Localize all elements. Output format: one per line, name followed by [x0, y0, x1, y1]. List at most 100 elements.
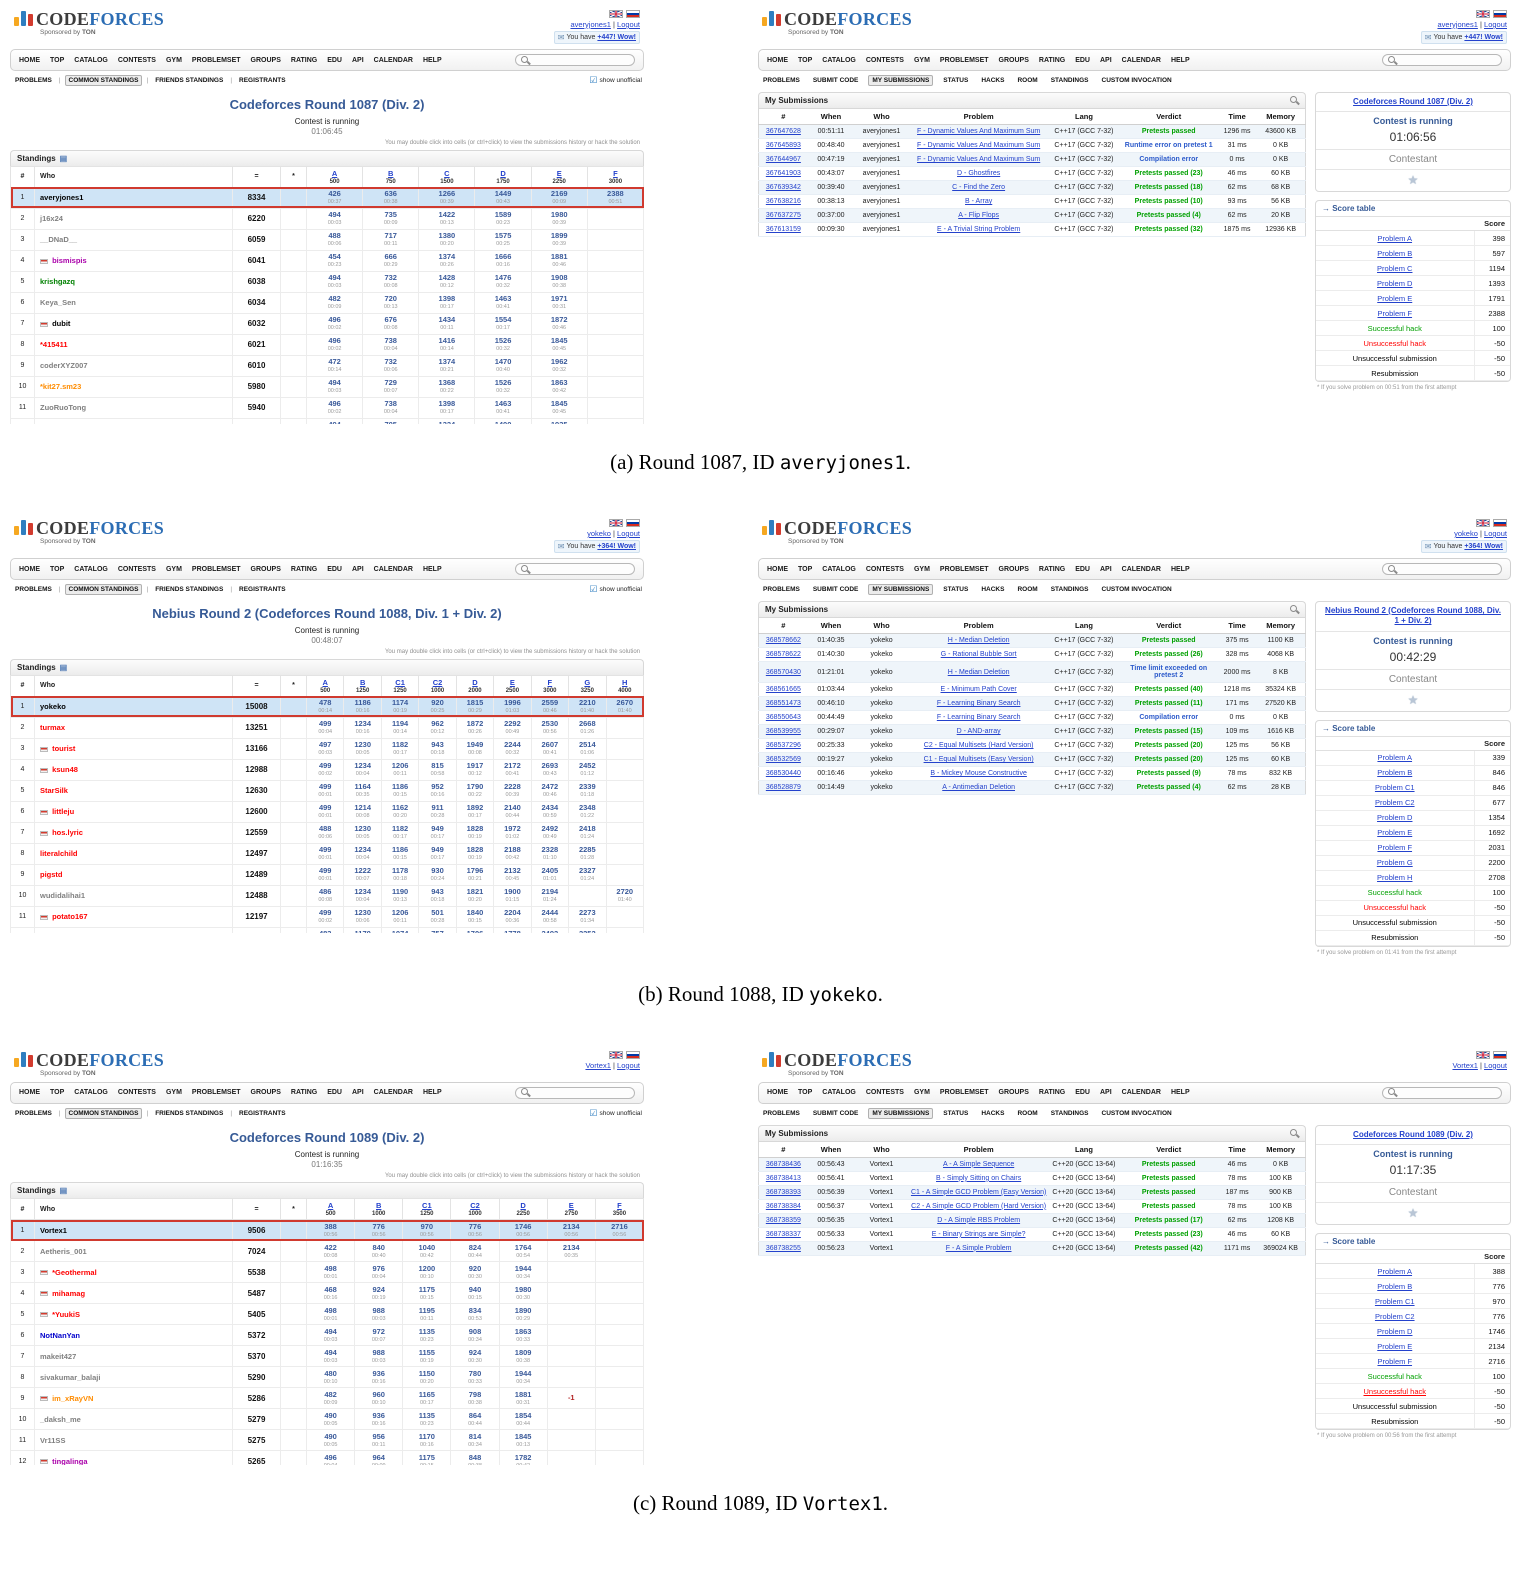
score-cell[interactable]: 1463 00:41 [474, 396, 532, 419]
score-cell[interactable]: 2204 00:36 [493, 905, 532, 928]
submission-problem-link[interactable]: E - A Trivial String Problem [937, 226, 1021, 233]
rating-delta-link[interactable]: +447! Wow! [1464, 34, 1503, 41]
submission-id-link[interactable]: 368738393 [765, 1188, 801, 1196]
score-cell[interactable]: 482 00:09 [305, 291, 364, 314]
score-cell[interactable]: 717 00:11 [362, 228, 420, 251]
score-row-label[interactable]: Problem F [1377, 1356, 1413, 1366]
handle-link[interactable]: _daksh_me [40, 1414, 81, 1424]
submission-id-link[interactable]: 367639342 [765, 184, 801, 191]
submission-verdict[interactable]: Pretests passed (4) [1119, 780, 1218, 795]
score-cell[interactable]: 1463 00:41 [474, 291, 532, 314]
score-cell[interactable]: 480 00:10 [305, 1366, 356, 1389]
score-cell[interactable]: 2607 00:41 [530, 737, 570, 760]
nav-item[interactable]: HOME [19, 56, 40, 64]
score-cell[interactable]: 936 00:16 [354, 1366, 404, 1389]
contest-tab[interactable]: ROOM [1014, 585, 1040, 594]
score-cell[interactable] [546, 1261, 596, 1284]
score-row-label[interactable]: Unsuccessful submission [1352, 353, 1437, 363]
username-link[interactable]: yokeko [1454, 529, 1478, 538]
score-cell[interactable]: 735 00:09 [362, 207, 420, 230]
score-row-label[interactable]: Problem E [1377, 1341, 1413, 1351]
score-cell[interactable]: 780 00:33 [450, 1366, 500, 1389]
score-row-label[interactable]: Problem A [1377, 1266, 1413, 1276]
score-cell[interactable]: 2172 00:41 [493, 758, 532, 781]
score-cell[interactable]: 956 00:11 [354, 1429, 404, 1452]
score-row-label[interactable]: Problem H [1377, 873, 1413, 883]
score-row-label[interactable]: Unsuccessful hack [1363, 338, 1427, 348]
score-cell[interactable]: 497 00:03 [305, 737, 345, 760]
score-cell[interactable]: 1170 00:16 [402, 1429, 452, 1452]
score-cell[interactable]: 1900 01:15 [493, 884, 532, 907]
contest-tab[interactable]: SUBMIT CODE [810, 76, 862, 85]
flag-ru-icon[interactable] [1493, 519, 1507, 527]
score-cell[interactable]: 814 00:34 [450, 1429, 500, 1452]
score-cell[interactable]: 454 00:23 [305, 249, 364, 272]
score-cell[interactable]: 1782 00:42 [498, 1450, 548, 1465]
submission-verdict[interactable]: Pretests passed (11) [1119, 696, 1218, 711]
flag-en-icon[interactable] [1476, 519, 1490, 527]
nav-item[interactable]: PROBLEMSET [939, 1089, 989, 1097]
submission-verdict[interactable]: Runtime error on pretest 1 [1119, 138, 1218, 153]
score-cell[interactable]: 2273 01:34 [568, 905, 607, 928]
score-cell[interactable]: 972 00:07 [354, 1324, 404, 1347]
nav-item[interactable]: GROUPS [998, 56, 1029, 64]
score-cell[interactable]: 1821 00:20 [455, 884, 495, 907]
score-cell[interactable]: 1186 00:15 [380, 779, 420, 802]
table-view-icon[interactable]: ▤ [59, 153, 68, 163]
submission-problem-link[interactable]: H - Median Deletion [947, 668, 1010, 676]
submission-id-link[interactable]: 368738359 [765, 1216, 801, 1224]
handle-link[interactable]: NotNanYan [40, 1330, 81, 1340]
score-cell[interactable]: 1854 00:44 [498, 1408, 548, 1431]
score-row-label[interactable]: Resubmission [1371, 1416, 1419, 1426]
nav-item[interactable]: GROUPS [250, 565, 281, 573]
submission-problem-link[interactable]: B - Mickey Mouse Constructive [930, 770, 1027, 777]
nav-item[interactable]: API [351, 56, 364, 64]
contest-tab[interactable]: HACKS [978, 1109, 1007, 1118]
logout-link[interactable]: Logout [1484, 20, 1507, 29]
score-cell[interactable]: 1845 00:13 [498, 1429, 548, 1452]
score-cell[interactable]: 1222 00:07 [343, 863, 382, 886]
score-cell[interactable]: 498 00:01 [305, 1261, 356, 1284]
handle-link[interactable]: *Geothermal [52, 1267, 97, 1277]
score-cell[interactable]: 1434 00:11 [418, 312, 476, 335]
logout-link[interactable]: Logout [617, 20, 640, 29]
score-row-label[interactable]: Resubmission [1371, 933, 1419, 943]
score-cell[interactable]: 2339 01:18 [568, 779, 607, 802]
score-cell[interactable]: 1135 00:23 [402, 1324, 452, 1347]
score-cell[interactable]: 2285 01:28 [568, 842, 607, 865]
flag-ru-icon[interactable] [626, 519, 640, 527]
score-cell[interactable]: 1162 00:20 [380, 800, 420, 823]
score-cell[interactable]: 1845 00:45 [530, 333, 588, 356]
nav-item[interactable]: CONTESTS [117, 1089, 156, 1097]
score-cell[interactable]: 776 00:56 [354, 1219, 404, 1242]
handle-link[interactable]: __DNaD__ [40, 235, 78, 244]
score-cell[interactable]: 930 00:24 [418, 863, 457, 886]
score-row-label[interactable]: Problem D [1377, 813, 1413, 823]
submission-verdict[interactable]: Pretests passed [1119, 1185, 1218, 1200]
favorite-star-icon[interactable]: ★ [1407, 173, 1419, 188]
score-cell[interactable] [594, 1345, 645, 1368]
handle-link[interactable]: im_xRayVN [52, 1393, 94, 1403]
nav-item[interactable]: API [351, 565, 364, 573]
contest-tab[interactable]: HACKS [978, 76, 1007, 85]
nav-item[interactable]: RATING [290, 1089, 318, 1097]
score-cell[interactable]: 1881 00:46 [530, 249, 588, 272]
submission-problem-link[interactable]: C1 - A Simple GCD Problem (Easy Version) [910, 1188, 1047, 1196]
codeforces-logo[interactable]: CODEFORCES Sponsored by TON [10, 10, 164, 44]
submission-id-link[interactable]: 368561665 [765, 686, 801, 693]
submission-problem-link[interactable]: C2 - Equal Multisets (Hard Version) [923, 742, 1034, 749]
flag-ru-icon[interactable] [626, 1050, 640, 1059]
nav-item[interactable]: CATALOG [822, 1089, 856, 1097]
score-cell[interactable]: 1589 00:23 [474, 207, 532, 230]
flag-en-icon[interactable] [609, 519, 623, 527]
score-cell[interactable]: 1575 00:25 [474, 228, 532, 251]
score-cell[interactable]: 729 00:07 [362, 375, 420, 398]
nav-item[interactable]: TOP [798, 56, 813, 64]
score-cell[interactable]: 1206 00:11 [380, 758, 420, 781]
submission-problem-link[interactable]: F - A Simple Problem [945, 1244, 1012, 1252]
score-cell[interactable]: 1214 00:08 [343, 800, 382, 823]
submission-problem-link[interactable]: A - Antimedian Deletion [942, 784, 1016, 791]
handle-link[interactable]: ksun48 [52, 765, 78, 774]
handle-link[interactable]: krishgazq [40, 277, 76, 286]
